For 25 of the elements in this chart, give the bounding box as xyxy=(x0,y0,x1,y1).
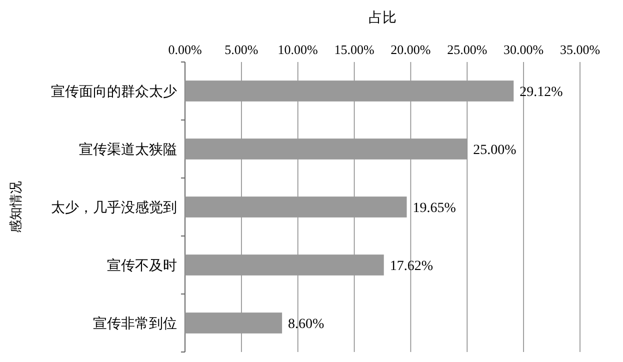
x-tick-label: 25.00% xyxy=(447,42,488,57)
data-label: 8.60% xyxy=(288,316,325,332)
x-tick-label: 15.00% xyxy=(334,42,374,57)
x-tick-label: 10.00% xyxy=(278,42,318,57)
x-axis-title: 占比 xyxy=(368,10,396,26)
x-tick-label: 30.00% xyxy=(504,42,544,57)
y-tick-label: 宣传不及时 xyxy=(107,258,177,274)
y-tick-label: 宣传面向的群众太少 xyxy=(51,84,177,100)
y-tick-label: 宣传非常到位 xyxy=(93,316,177,332)
data-label: 29.12% xyxy=(520,84,564,100)
data-label: 25.00% xyxy=(473,142,517,158)
y-tick-label: 太少，几乎没感觉到 xyxy=(51,200,177,216)
bar xyxy=(185,196,407,218)
x-tick-label: 20.00% xyxy=(390,42,431,57)
bar xyxy=(185,254,384,276)
bar xyxy=(185,312,282,334)
bar xyxy=(185,80,514,102)
bar xyxy=(185,138,468,160)
y-axis-title: 感知情况 xyxy=(8,181,23,233)
y-tick-label: 宣传渠道太狭隘 xyxy=(79,142,177,158)
data-label: 17.62% xyxy=(390,258,434,274)
x-tick-label: 0.00% xyxy=(168,42,202,57)
data-label: 19.65% xyxy=(412,200,456,216)
x-tick-label: 35.00% xyxy=(560,42,600,57)
x-tick-label: 5.00% xyxy=(224,42,258,57)
